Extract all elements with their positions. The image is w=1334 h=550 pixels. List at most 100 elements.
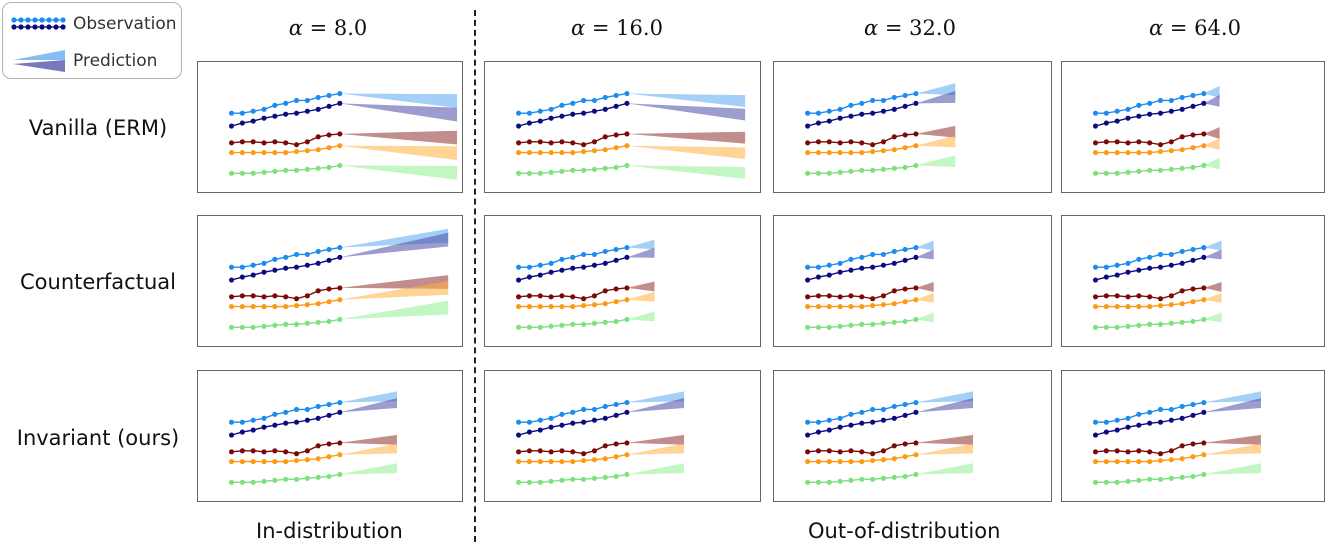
observation-dot-orange: [602, 301, 608, 307]
observation-dot-blue: [1147, 254, 1153, 260]
trajectory-plot: [805, 391, 974, 485]
observation-dot-green: [537, 170, 543, 176]
observation-dot-blue: [1179, 248, 1185, 255]
observation-dot-maroon: [1103, 293, 1109, 299]
observation-dot-orange: [1168, 457, 1174, 463]
observation-dot-navy: [1168, 262, 1174, 268]
observation-dot-navy: [1201, 409, 1207, 415]
observation-dot-orange: [559, 459, 565, 465]
observation-dot-blue: [815, 264, 822, 270]
observation-dot-maroon: [239, 293, 245, 299]
observation-dot-green: [272, 168, 278, 174]
legend-box: Observation Prediction: [2, 2, 182, 79]
observation-dot-green: [1179, 474, 1185, 480]
observation-dot-blue: [624, 399, 630, 406]
observation-dot-green: [826, 324, 832, 330]
observation-dot-navy: [304, 417, 310, 423]
observation-dot-orange: [1125, 150, 1131, 156]
observation-dot-maroon: [272, 139, 278, 145]
observation-dot-blue: [805, 264, 811, 270]
observation-dot-maroon: [315, 443, 321, 449]
observation-dot-green: [326, 473, 332, 479]
observation-dot-maroon: [337, 285, 343, 291]
observation-dot-maroon: [1168, 448, 1174, 454]
observation-dot-maroon: [304, 293, 310, 299]
observation-dot-green: [581, 167, 587, 173]
observation-dot-maroon: [826, 139, 832, 145]
observation-dot-blue: [1103, 110, 1109, 116]
observation-dot-maroon: [326, 132, 332, 138]
observation-dot-green: [1125, 169, 1131, 175]
observation-dot-navy: [1103, 120, 1109, 126]
observation-dot-green: [239, 479, 245, 485]
observation-dot-blue: [837, 106, 843, 112]
observation-dot-orange: [304, 457, 310, 463]
prediction-fan-green: [339, 165, 458, 180]
observation-dot-orange: [1125, 459, 1131, 465]
observation-dot-orange: [315, 456, 321, 462]
prediction-fan-maroon: [1203, 434, 1261, 445]
observation-dot-navy: [613, 103, 619, 109]
observation-dot-blue: [826, 262, 832, 268]
observation-dot-orange: [516, 459, 522, 465]
observation-dot-maroon: [826, 293, 832, 299]
observation-dot-orange: [1157, 458, 1164, 464]
observation-dot-navy: [837, 269, 843, 275]
observation-dot-maroon: [815, 139, 822, 145]
trajectory-plot: [1092, 85, 1220, 176]
observation-dot-green: [591, 166, 597, 172]
observation-dot-navy: [315, 415, 321, 421]
observation-dot-blue: [624, 90, 630, 97]
observation-dot-blue: [880, 97, 887, 103]
observation-dot-green: [239, 324, 245, 330]
observation-dot-green: [283, 321, 289, 327]
obs-dot-blue: [60, 17, 66, 23]
prediction-fan-blue: [626, 239, 655, 250]
observation-dot-navy: [1190, 412, 1196, 418]
observation-dot-green: [516, 324, 522, 330]
observation-dot-maroon: [1179, 288, 1185, 294]
observation-dot-blue: [602, 94, 608, 101]
observation-dot-maroon: [272, 293, 278, 299]
observation-dot-maroon: [902, 441, 908, 447]
observation-dot-maroon: [283, 449, 289, 455]
observation-dot-blue: [913, 399, 919, 406]
trajectory-plot: [228, 391, 397, 485]
observation-dot-orange: [516, 150, 522, 156]
trajectory-plot: [516, 90, 746, 179]
observation-dot-orange: [548, 459, 554, 465]
trajectory-panel-r3-c4: [1061, 370, 1325, 502]
prediction-fan-green: [915, 463, 974, 475]
observation-dot-maroon: [870, 451, 876, 457]
prediction-fan-blue: [1203, 240, 1222, 251]
observation-dot-maroon: [902, 132, 908, 138]
observation-dot-green: [1190, 318, 1196, 324]
observation-dot-orange: [837, 459, 843, 465]
observation-dot-blue: [293, 406, 300, 412]
observation-dot-blue: [516, 264, 522, 270]
observation-dot-navy: [805, 277, 811, 283]
trajectory-panel-r3-c1: [197, 370, 463, 502]
observation-dot-orange: [1103, 304, 1109, 310]
observation-dot-green: [805, 324, 811, 330]
observation-dot-maroon: [228, 140, 235, 146]
observation-dot-navy: [591, 262, 597, 268]
observation-dot-maroon: [805, 449, 811, 455]
observation-dot-maroon: [304, 139, 310, 145]
observation-dot-navy: [337, 409, 343, 415]
observation-dot-maroon: [537, 293, 543, 299]
observation-dot-navy: [902, 257, 908, 263]
observation-dot-orange: [261, 304, 267, 310]
observation-dot-orange: [1201, 297, 1207, 303]
observation-dot-navy: [591, 108, 597, 114]
observation-dot-orange: [516, 304, 522, 310]
observation-dot-maroon: [250, 293, 256, 299]
observation-dot-blue: [548, 260, 554, 266]
observation-dot-green: [1157, 167, 1164, 173]
observation-dot-green: [337, 162, 343, 168]
observation-dot-blue: [913, 244, 919, 251]
observation-dot-blue: [559, 102, 565, 108]
observation-dot-maroon: [1157, 296, 1164, 302]
observation-dot-green: [624, 471, 630, 477]
observation-dot-blue: [1147, 100, 1153, 106]
